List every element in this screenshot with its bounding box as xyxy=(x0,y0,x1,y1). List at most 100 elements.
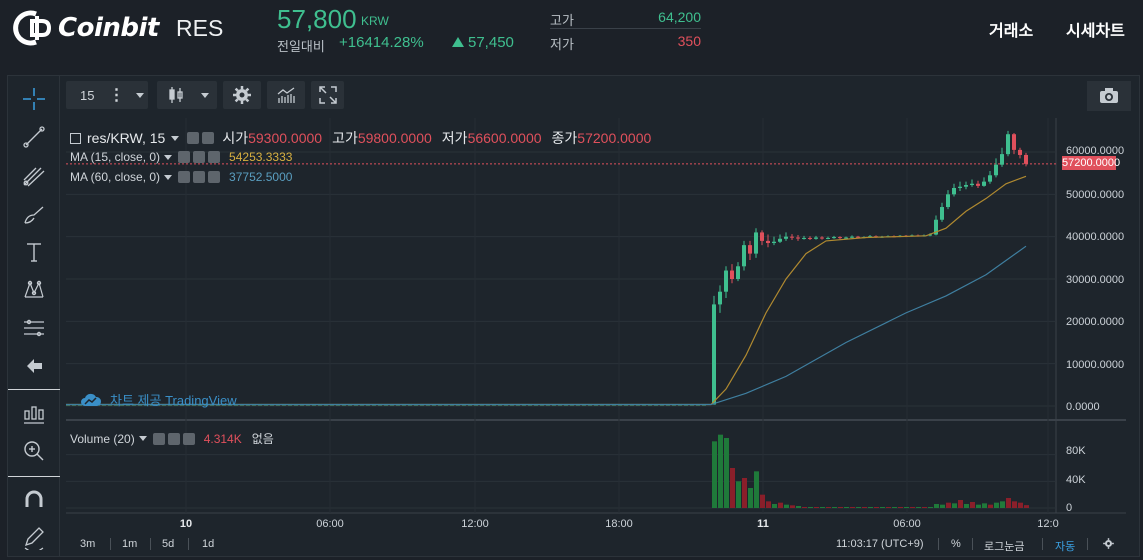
range-3m[interactable]: 3m xyxy=(80,538,96,550)
range-1m[interactable]: 1m xyxy=(122,538,138,550)
volume-tick: 40K xyxy=(1066,474,1086,486)
fib-icon xyxy=(24,319,44,337)
volume-bar xyxy=(994,502,999,508)
magnet-tool[interactable] xyxy=(8,483,60,517)
volume-bar xyxy=(724,438,729,508)
volume-bar xyxy=(850,507,855,508)
chart-template-tool[interactable] xyxy=(8,398,60,432)
screenshot-button[interactable] xyxy=(1087,81,1131,111)
interval-selector[interactable]: 15 ⋮ xyxy=(66,81,148,109)
volume-bar xyxy=(814,507,819,508)
settings-small-icon[interactable] xyxy=(193,171,206,183)
candle-up xyxy=(772,241,776,244)
visibility-icon[interactable] xyxy=(178,171,191,183)
tradingview-watermark[interactable]: 차트 제공 TradingView xyxy=(80,390,237,409)
text-tool[interactable] xyxy=(8,235,60,269)
y-tick: 30000.0000 xyxy=(1066,274,1125,286)
candle-up xyxy=(718,291,722,305)
visibility-icon[interactable] xyxy=(152,432,165,445)
settings-button[interactable] xyxy=(223,81,261,109)
divider xyxy=(110,538,111,550)
chart-template-icon xyxy=(24,406,44,424)
volume-bar xyxy=(1024,505,1029,508)
volume-bar xyxy=(796,506,801,508)
zoom-in-tool[interactable] xyxy=(8,434,60,468)
fullscreen-button[interactable] xyxy=(311,81,344,109)
settings-small-icon[interactable] xyxy=(202,132,215,144)
brush-tool[interactable] xyxy=(8,197,60,231)
candle-down xyxy=(790,236,794,238)
range-5d[interactable]: 5d xyxy=(162,538,175,550)
zoom-in-icon xyxy=(24,441,44,461)
nav-price-chart[interactable]: 시세차트 xyxy=(1066,23,1125,40)
volume-bar xyxy=(970,502,975,508)
volume-bar xyxy=(874,507,879,508)
indicators-button[interactable] xyxy=(267,81,305,109)
candle-up xyxy=(982,181,986,186)
change-absolute: 57,450 xyxy=(452,34,514,51)
volume-bar xyxy=(820,507,825,508)
candle-up xyxy=(964,185,968,187)
volume-bar xyxy=(802,507,807,508)
ma60-line xyxy=(66,245,1027,406)
indicators-icon xyxy=(277,87,295,103)
chart-type-selector[interactable] xyxy=(157,81,217,109)
ma15-value: 54253.3333 xyxy=(229,150,293,164)
high-value: 64,200 xyxy=(658,9,701,25)
range-1d[interactable]: 1d xyxy=(202,538,215,550)
pencil-tool[interactable] xyxy=(8,520,60,554)
fib-tool[interactable] xyxy=(8,311,60,345)
pitchfork-icon xyxy=(23,167,45,187)
price-chart[interactable] xyxy=(66,118,1126,532)
trend-line-tool[interactable] xyxy=(8,120,60,154)
back-tool[interactable] xyxy=(8,349,60,383)
x-tick: 18:00 xyxy=(605,518,633,530)
settings-gear-icon[interactable] xyxy=(1102,537,1115,550)
pattern-tool[interactable] xyxy=(8,273,60,307)
volume-bar xyxy=(886,507,891,508)
log-scale-toggle[interactable]: 로그눈금 xyxy=(984,541,1025,553)
candle-up xyxy=(928,234,932,236)
ma15-label[interactable]: MA (15, close, 0) xyxy=(70,150,161,164)
settings-small-icon[interactable] xyxy=(167,432,180,445)
divider xyxy=(188,538,189,550)
candle-down xyxy=(796,237,800,239)
candle-up xyxy=(736,266,740,279)
percent-toggle[interactable]: % xyxy=(951,538,961,550)
remove-icon[interactable] xyxy=(208,151,221,163)
chevron-down-icon[interactable] xyxy=(138,436,147,441)
candle-up xyxy=(868,236,872,238)
volume-bar xyxy=(760,494,765,508)
chevron-down-icon[interactable] xyxy=(164,154,173,160)
volume-bar xyxy=(712,441,717,508)
remove-icon[interactable] xyxy=(182,432,195,445)
remove-icon[interactable] xyxy=(208,171,221,183)
ma60-label[interactable]: MA (60, close, 0) xyxy=(70,170,161,184)
settings-small-icon[interactable] xyxy=(193,151,206,163)
visibility-icon[interactable] xyxy=(178,151,191,163)
ma15-legend: MA (15, close, 0) 54253.3333 xyxy=(70,150,292,164)
collapse-legend-icon[interactable] xyxy=(70,132,81,144)
volume-bar xyxy=(940,504,945,508)
candle-down xyxy=(748,245,752,254)
volume-bar xyxy=(958,500,963,508)
volume-bar xyxy=(832,507,837,508)
last-price-tag: 57200.0000 xyxy=(1062,156,1121,170)
chevron-down-icon[interactable] xyxy=(164,174,173,180)
clock: 11:03:17 (UTC+9) xyxy=(836,538,924,550)
volume-bar xyxy=(766,501,771,508)
chevron-down-icon[interactable] xyxy=(171,135,180,141)
nav-exchange[interactable]: 거래소 xyxy=(989,23,1034,40)
candle-up xyxy=(940,207,944,220)
chevron-down-icon xyxy=(201,92,209,98)
visibility-icon[interactable] xyxy=(187,132,200,144)
crosshair-tool[interactable] xyxy=(8,82,60,116)
volume-bar xyxy=(952,503,957,508)
candle-up xyxy=(712,304,716,405)
brand-logo[interactable]: Coinbit xyxy=(12,8,159,48)
auto-scale-toggle[interactable]: 자동 xyxy=(1055,541,1076,553)
pitchfork-tool[interactable] xyxy=(8,159,60,193)
volume-bar xyxy=(946,502,951,508)
volume-label[interactable]: Volume (20) xyxy=(70,431,135,446)
